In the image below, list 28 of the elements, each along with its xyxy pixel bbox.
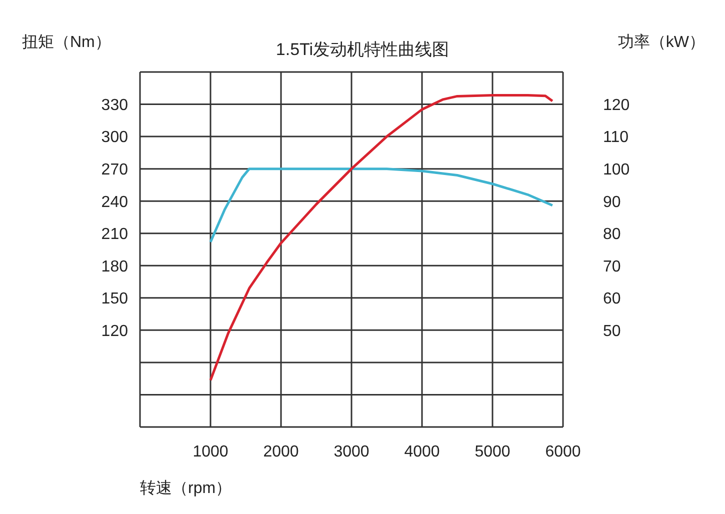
x-tick-label: 2000 — [263, 443, 299, 460]
line-series — [209, 168, 554, 244]
chart-title: 1.5Ti发动机特性曲线图 — [276, 40, 450, 59]
y-tick-label: 240 — [101, 194, 128, 211]
x-tick-label: 5000 — [474, 443, 510, 460]
y2-tick-label: 90 — [603, 194, 621, 211]
x-axis-title: 转速（rpm） — [140, 478, 232, 499]
line-series — [209, 94, 554, 382]
y-tick-label: 210 — [101, 226, 128, 244]
y-axis-title: 扭矩（Nm） — [22, 33, 111, 53]
y2-axis-title: 功率（kW） — [618, 32, 705, 53]
x-tick-label: 6000 — [545, 443, 581, 460]
x-tick-label: 4000 — [404, 443, 440, 460]
y2-tick-label: 70 — [603, 258, 621, 276]
y-tick-label: 330 — [101, 96, 128, 114]
y2-tick-label: 120 — [603, 96, 630, 114]
y2-tick-label: 50 — [603, 322, 621, 340]
y2-tick-label: 110 — [603, 129, 629, 146]
x-tick-label: 1000 — [192, 443, 228, 460]
y-tick-label: 150 — [101, 290, 128, 308]
y2-tick-label: 80 — [603, 226, 621, 244]
y2-tick-label: 100 — [603, 162, 630, 178]
y-tick-label: 270 — [101, 162, 128, 178]
y2-tick-label: 60 — [603, 290, 621, 308]
y-tick-label: 300 — [101, 129, 128, 146]
y-tick-label: 120 — [101, 322, 128, 340]
x-tick-label: 3000 — [334, 443, 370, 460]
y-tick-label: 180 — [101, 258, 128, 276]
